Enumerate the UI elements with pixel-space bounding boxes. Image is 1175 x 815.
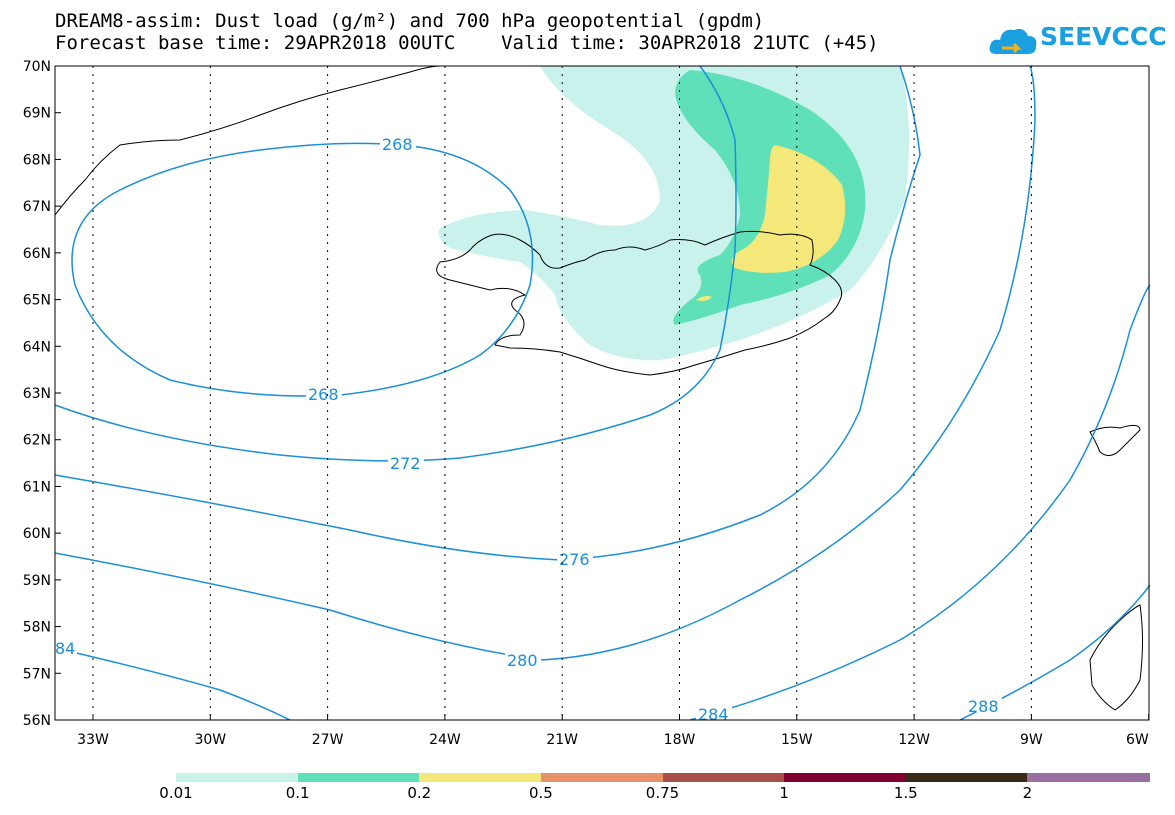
map-title: DREAM8-assim: Dust load (g/m²) and 700 h… — [55, 10, 765, 32]
contour-label: 276 — [559, 550, 590, 569]
contour-label: 284 — [698, 705, 729, 724]
lat-label: 61N — [23, 479, 51, 495]
colorbar-swatch — [784, 773, 907, 782]
contour-label: 84 — [55, 639, 75, 658]
colorbar-label: 0.01 — [159, 784, 193, 802]
contour-268 — [71, 142, 534, 397]
colorbar-swatch — [176, 773, 299, 782]
colorbar-swatch — [297, 773, 420, 782]
greenland-coastline — [54, 65, 441, 216]
map-frame — [54, 65, 1150, 721]
lat-label: 70N — [23, 59, 51, 75]
contour-label: 280 — [507, 651, 538, 670]
lon-label: 30W — [194, 732, 226, 748]
lon-label: 24W — [429, 732, 461, 748]
contour-label: 268 — [308, 385, 339, 404]
colorbar-label: 0.75 — [645, 784, 680, 802]
iceland-coastline — [436, 230, 843, 376]
lat-label: 62N — [23, 433, 51, 449]
colorbar-label: 1 — [779, 784, 789, 802]
colorbar-swatch — [662, 773, 785, 782]
lon-label: 33W — [77, 732, 109, 748]
lat-label: 69N — [23, 106, 51, 122]
colorbar-swatch — [905, 773, 1028, 782]
dust-area-0.2 — [731, 145, 846, 273]
contour-272 — [54, 65, 737, 462]
colorbar-label: 0.5 — [528, 784, 553, 802]
lat-label: 63N — [23, 386, 51, 402]
lat-label: 60N — [23, 526, 51, 542]
lon-label: 18W — [664, 732, 696, 748]
logo-text: SEEVCCC — [1040, 22, 1167, 51]
colorbar-label: 0.1 — [285, 784, 310, 802]
lat-label: 67N — [23, 199, 51, 215]
contour-276 — [54, 65, 921, 561]
contour-284-left — [54, 647, 291, 721]
contour-label: 288 — [968, 697, 999, 716]
lon-label: 15W — [781, 732, 813, 748]
lon-label: 21W — [546, 732, 578, 748]
colorbar-swatch — [419, 773, 542, 782]
lon-label: 9W — [1020, 732, 1043, 748]
colorbar-label: 2 — [1022, 784, 1033, 802]
lat-label: 64N — [23, 339, 51, 355]
colorbar-swatch — [1027, 773, 1150, 782]
lat-label: 56N — [23, 713, 51, 729]
colorbar-label: 1.5 — [893, 784, 918, 802]
cloud-logo-icon — [989, 28, 1037, 54]
lat-label: 59N — [23, 573, 51, 589]
lon-label: 27W — [312, 732, 344, 748]
map-subtitle: Forecast base time: 29APR2018 00UTC Vali… — [55, 32, 879, 54]
scotland-coastline — [1089, 604, 1143, 711]
lon-label: 12W — [898, 732, 930, 748]
lat-label: 57N — [23, 666, 51, 682]
lat-label: 66N — [23, 246, 51, 262]
colorbar-label: 0.2 — [407, 784, 432, 802]
lat-label: 68N — [23, 152, 51, 168]
lat-label: 65N — [23, 293, 51, 309]
lon-label: 6W — [1126, 732, 1149, 748]
contour-label: 272 — [390, 454, 421, 473]
faroe-coastline — [1089, 424, 1141, 456]
colorbar-swatch — [540, 773, 663, 782]
lat-label: 58N — [23, 620, 51, 636]
contour-284 — [689, 284, 1151, 721]
contour-label: 268 — [382, 135, 413, 154]
contour-280 — [54, 65, 1036, 661]
